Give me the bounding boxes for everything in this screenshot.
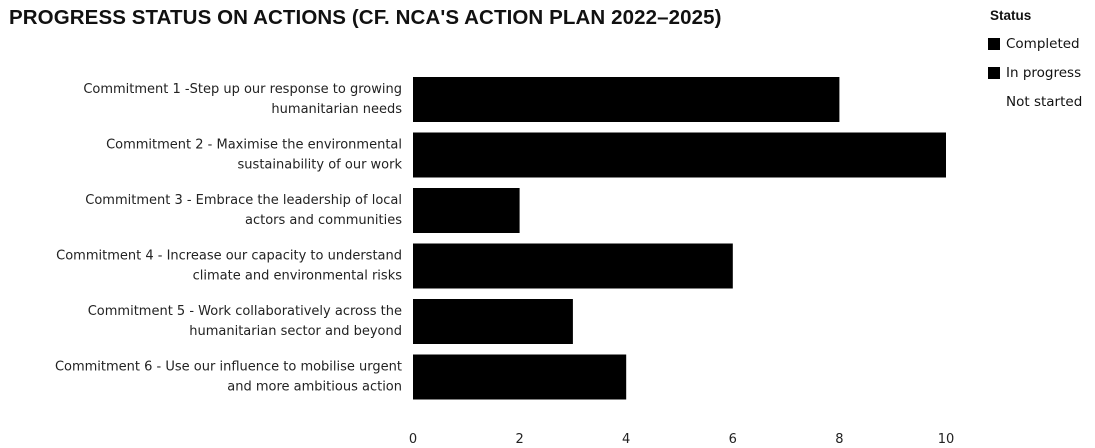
legend-title: Status [990, 8, 1032, 23]
category-label-line: Commitment 6 - Use our influence to mobi… [55, 360, 402, 375]
legend-swatch-not-started [988, 96, 1000, 108]
category-label-line: humanitarian sector and beyond [189, 324, 402, 339]
legend-label-in-progress: In progress [1006, 65, 1082, 81]
legend: Status Completed In progress Not started [988, 8, 1082, 110]
legend-item-not-started: Not started [988, 94, 1082, 110]
category-label-line: Commitment 1 -Step up our response to gr… [83, 82, 402, 97]
category-label-line: Commitment 3 - Embrace the leadership of… [85, 193, 402, 208]
category-label-line: and more ambitious action [227, 380, 402, 395]
category-label: Commitment 3 - Embrace the leadership of… [85, 193, 402, 228]
category-label: Commitment 1 -Step up our response to gr… [83, 82, 402, 117]
x-tick-label: 10 [938, 432, 955, 447]
legend-label-completed: Completed [1006, 36, 1080, 52]
x-tick-label: 4 [622, 432, 630, 447]
x-tick-label: 0 [409, 432, 417, 447]
category-label-line: Commitment 2 - Maximise the environmenta… [106, 138, 402, 153]
legend-item-in-progress: In progress [988, 65, 1082, 81]
bar-completed [413, 243, 733, 289]
category-label: Commitment 6 - Use our influence to mobi… [55, 360, 402, 395]
category-label: Commitment 2 - Maximise the environmenta… [106, 138, 402, 173]
bar-completed [413, 188, 520, 233]
x-tick-label: 6 [729, 432, 737, 447]
bar-completed [413, 354, 627, 400]
x-tick-label: 2 [515, 432, 523, 447]
bar-completed [413, 132, 946, 178]
category-label: Commitment 4 - Increase our capacity to … [56, 249, 402, 284]
category-label-line: Commitment 4 - Increase our capacity to … [56, 249, 402, 264]
category-label: Commitment 5 - Work collaboratively acro… [88, 304, 402, 339]
category-label-line: sustainability of our work [238, 158, 403, 173]
chart-title: PROGRESS STATUS ON ACTIONS (CF. NCA'S AC… [9, 6, 722, 29]
legend-swatch-completed [988, 38, 1000, 50]
category-label-line: climate and environmental risks [193, 269, 403, 284]
category-label-line: humanitarian needs [271, 102, 402, 117]
x-tick-label: 8 [835, 432, 843, 447]
legend-swatch-in-progress [988, 67, 1000, 79]
legend-item-completed: Completed [988, 36, 1082, 52]
legend-label-not-started: Not started [1006, 94, 1083, 110]
bar-completed [413, 299, 573, 344]
bar-completed [413, 77, 840, 122]
category-label-line: Commitment 5 - Work collaboratively acro… [88, 304, 402, 319]
category-label-line: actors and communities [245, 213, 402, 228]
